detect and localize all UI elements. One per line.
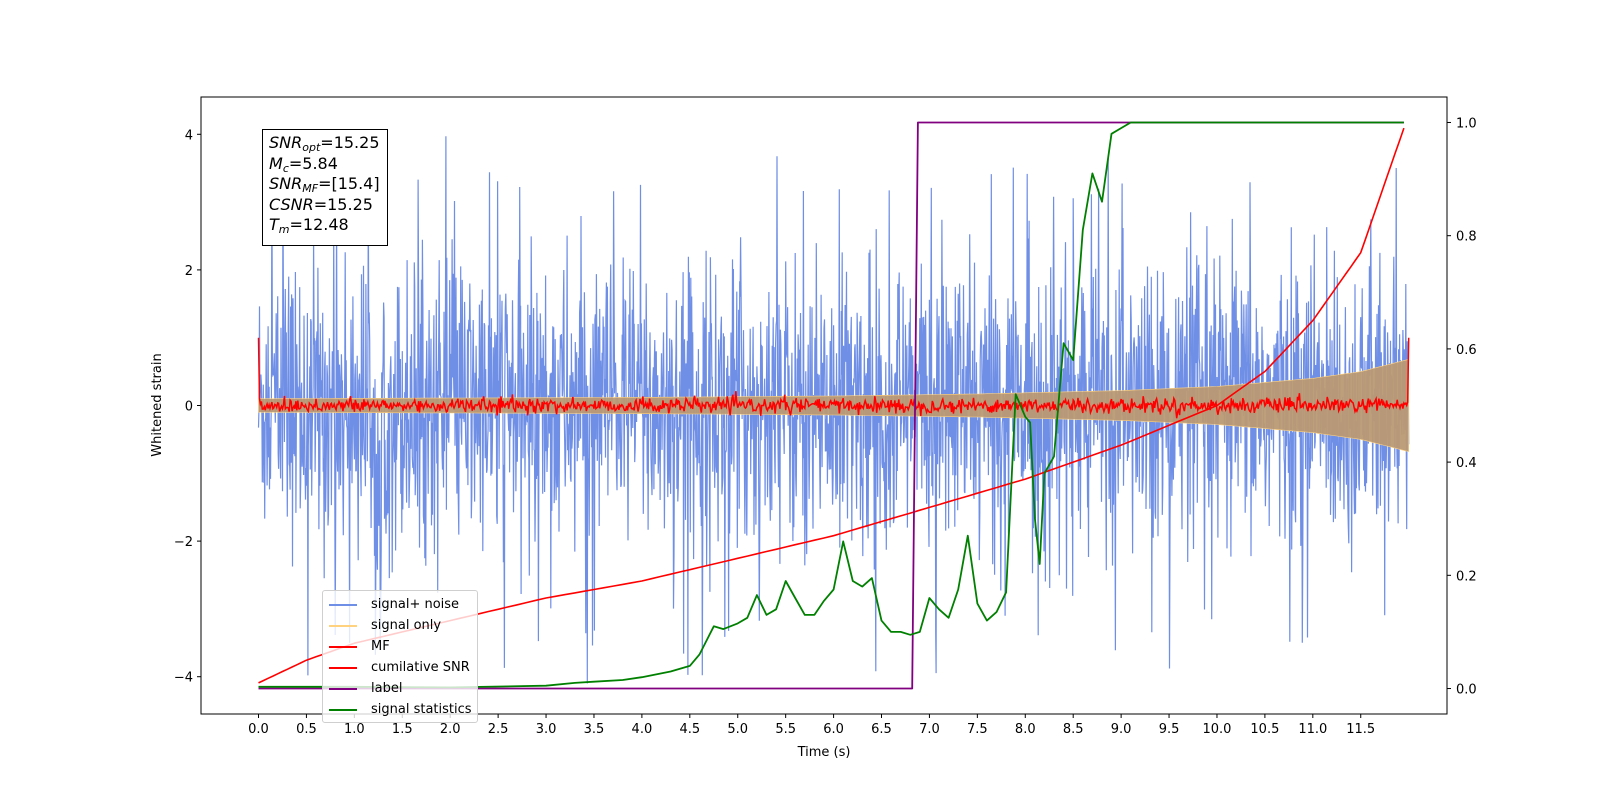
- legend-item-mf: MF: [329, 636, 477, 657]
- x-tick-label: 6.5: [871, 722, 892, 737]
- legend-item-signal-noise: signal+ noise: [329, 594, 477, 615]
- y-tick-label: 4: [185, 128, 193, 143]
- x-tick-label: 4.5: [679, 722, 700, 737]
- y2-tick-label: 0.8: [1456, 230, 1477, 245]
- x-tick-label: 0.0: [248, 722, 269, 737]
- x-tick-label: 8.0: [1015, 722, 1036, 737]
- y-tick-label: −2: [174, 535, 193, 550]
- y2-tick-label: 0.4: [1456, 456, 1477, 471]
- y2-tick-label: 0.0: [1456, 683, 1477, 698]
- legend-swatch-mf: [329, 645, 357, 648]
- x-tick-label: 9.5: [1159, 722, 1180, 737]
- annotation-mc-value: =5.84: [288, 153, 338, 173]
- x-tick-label: 6.0: [823, 722, 844, 737]
- annotation-tm: Tm=12.48: [269, 215, 349, 236]
- x-tick-label: 4.0: [632, 722, 653, 737]
- annotation-snr-mf: SNRMF=[15.4]: [269, 174, 380, 195]
- legend-label-signal-only: signal only: [371, 618, 442, 633]
- annotation-snr-opt: SNRopt=15.25: [269, 133, 380, 154]
- x-tick-label: 11.0: [1298, 722, 1327, 737]
- x-tick-label: 5.0: [727, 722, 748, 737]
- legend-swatch-cumulative-snr: [329, 666, 357, 669]
- x-tick-label: 5.5: [775, 722, 796, 737]
- legend: signal+ noise signal only MF cumilative …: [322, 590, 478, 723]
- y-tick-label: −4: [174, 671, 193, 686]
- legend-label-mf: MF: [371, 639, 390, 654]
- x-tick-label: 10.0: [1202, 722, 1231, 737]
- legend-item-signal-statistics: signal statistics: [329, 699, 477, 720]
- legend-swatch-label: [329, 687, 357, 690]
- series-signal-statistics: [258, 121, 1404, 689]
- annotation-mc: Mc=5.84: [269, 153, 338, 175]
- annotation-csnr: CSNR=15.25: [269, 194, 373, 214]
- y2-tick-label: 0.6: [1456, 343, 1477, 358]
- y2-tick-label: 0.2: [1456, 569, 1477, 584]
- annotation-csnr-value: =15.25: [313, 194, 373, 214]
- legend-label-signal-statistics: signal statistics: [371, 702, 472, 717]
- x-tick-label: 0.5: [296, 722, 317, 737]
- legend-label-signal-noise: signal+ noise: [371, 597, 460, 612]
- x-tick-label: 1.5: [392, 722, 413, 737]
- series-mf: [257, 337, 1410, 419]
- y2-tick-label: 1.0: [1456, 116, 1477, 131]
- x-axis-title: Time (s): [797, 745, 851, 760]
- x-tick-label: 3.0: [536, 722, 557, 737]
- legend-item-signal-only: signal only: [329, 615, 477, 636]
- x-tick-label: 7.0: [919, 722, 940, 737]
- legend-swatch-signal-only: [329, 624, 357, 627]
- legend-item-cumulative-snr: cumilative SNR: [329, 657, 477, 678]
- annotation-box: SNRopt=15.25 Mc=5.84 SNRMF=[15.4] CSNR=1…: [262, 129, 388, 246]
- x-tick-label: 1.0: [344, 722, 365, 737]
- legend-swatch-signal-noise: [329, 603, 357, 606]
- y-tick-label: 2: [185, 264, 193, 279]
- y-tick-label: 0: [185, 400, 193, 415]
- x-tick-label: 10.5: [1250, 722, 1279, 737]
- x-tick-label: 2.0: [440, 722, 461, 737]
- legend-label-label: label: [371, 681, 403, 696]
- x-tick-label: 2.5: [488, 722, 509, 737]
- x-tick-label: 9.0: [1111, 722, 1132, 737]
- y-axis-title: Whitened strain: [150, 353, 165, 456]
- x-tick-label: 8.5: [1063, 722, 1084, 737]
- annotation-snr-mf-value: =[15.4]: [318, 174, 380, 193]
- legend-item-label: label: [329, 678, 477, 699]
- annotation-snr-opt-value: =15.25: [320, 133, 380, 152]
- legend-swatch-signal-statistics: [329, 708, 357, 711]
- x-tick-label: 3.5: [584, 722, 605, 737]
- x-tick-label: 7.5: [967, 722, 988, 737]
- x-tick-label: 11.5: [1346, 722, 1375, 737]
- legend-label-cumulative-snr: cumilative SNR: [371, 660, 470, 675]
- annotation-tm-value: =12.48: [289, 215, 349, 234]
